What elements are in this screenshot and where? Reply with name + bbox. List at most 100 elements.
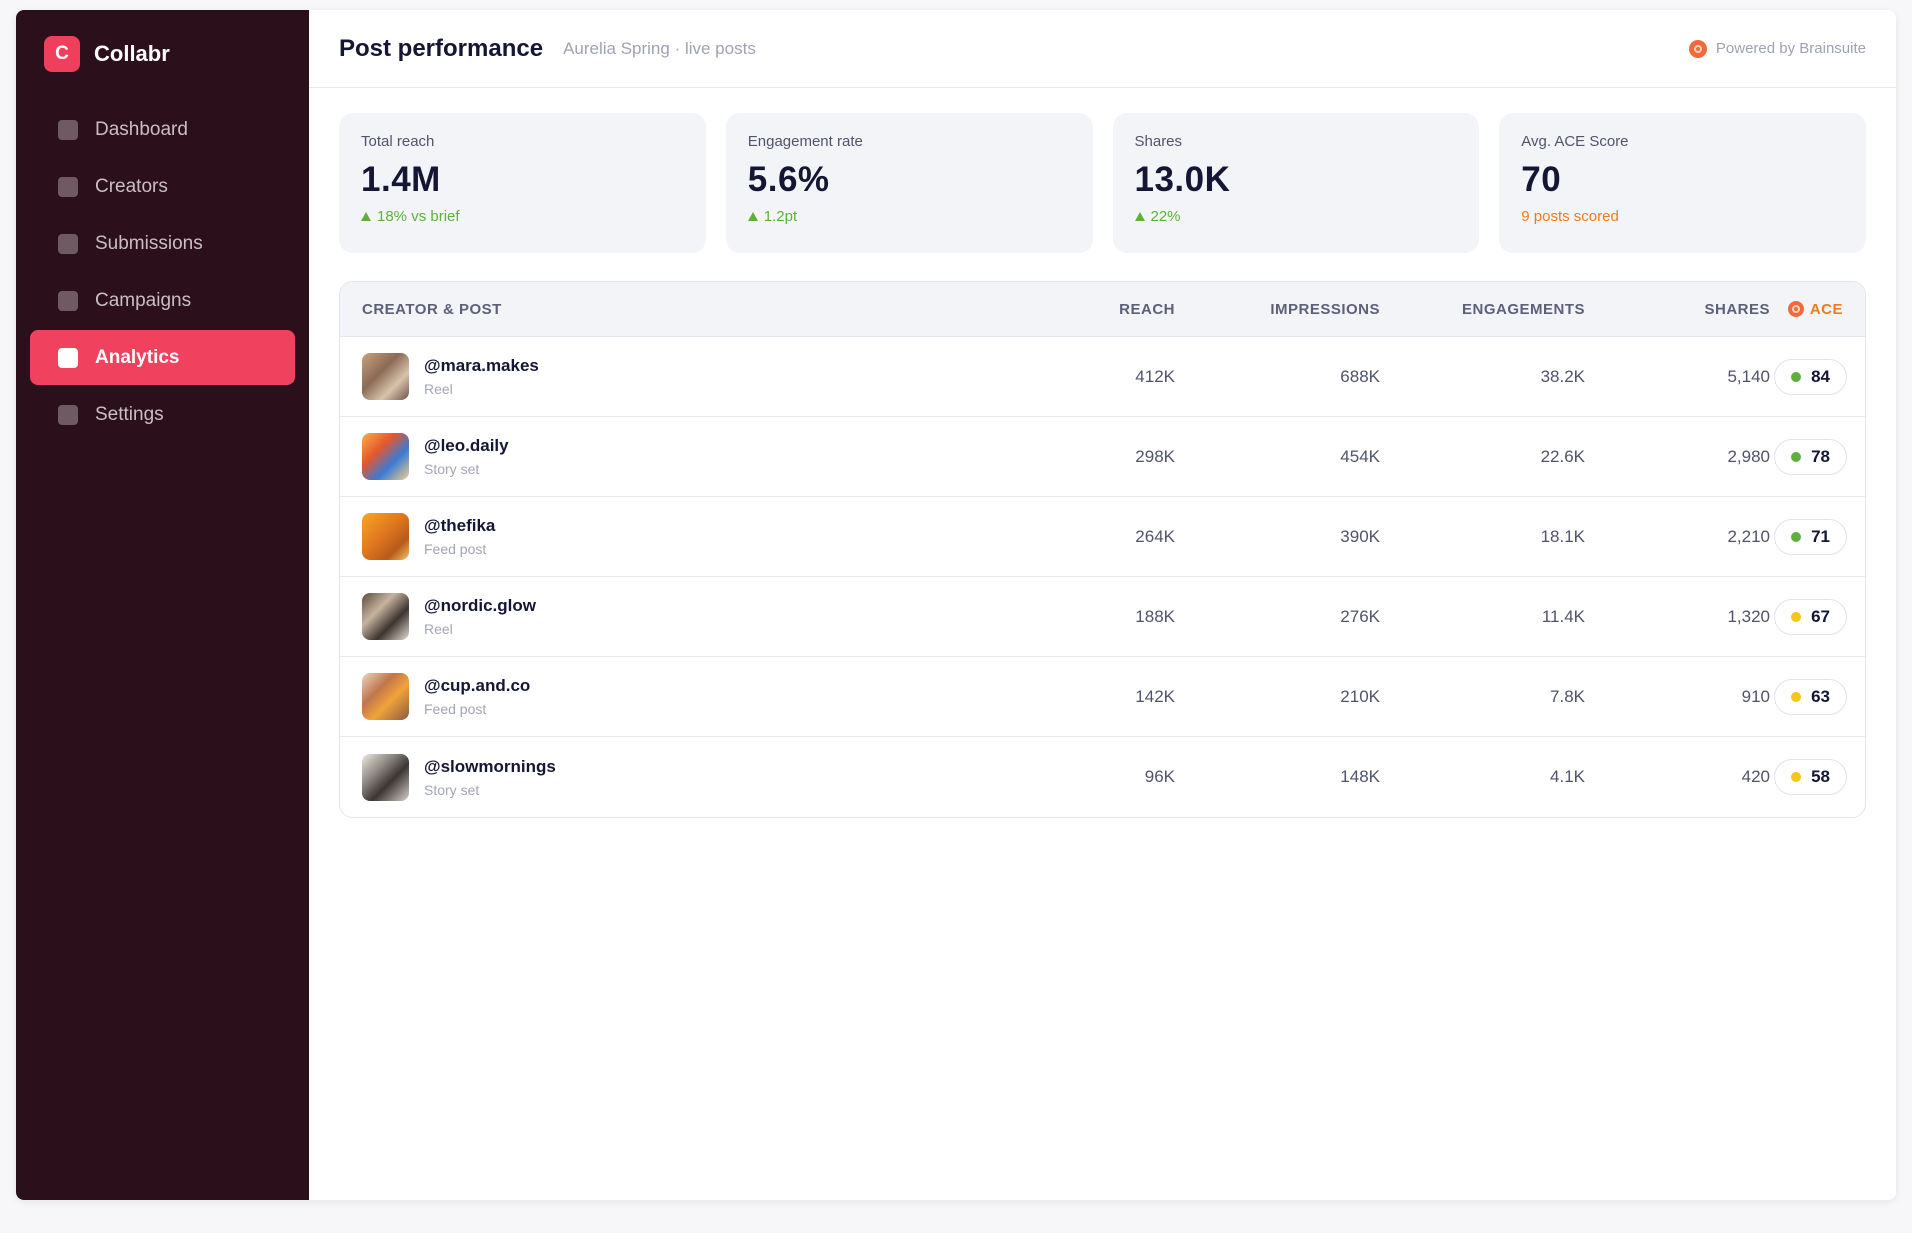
table-row[interactable]: @thefika Feed post 264K 390K 18.1K 2,210 71 <box>340 497 1865 577</box>
status-dot-icon <box>1791 691 1802 702</box>
creator-info: @slowmornings Story set <box>424 757 556 798</box>
shares-cell: 420 <box>1741 767 1770 786</box>
shares-cell: 2,980 <box>1727 446 1770 466</box>
sidebar-item-label: Creators <box>95 175 168 197</box>
sidebar-item-label: Campaigns <box>95 289 192 311</box>
table-row[interactable]: @cup.and.co Feed post 142K 210K 7.8K 910 63 <box>340 657 1865 737</box>
status-dot-icon <box>1791 531 1802 542</box>
reach-cell: 142K <box>1135 686 1175 706</box>
arrow-up-icon <box>361 212 371 221</box>
sidebar-item-settings[interactable]: Settings <box>30 387 295 442</box>
sidebar-item-label: Settings <box>95 403 164 425</box>
status-dot-icon <box>1791 371 1802 382</box>
app-window: C Collabr Dashboard Creators Submissions… <box>16 10 1896 1200</box>
creator-info: @nordic.glow Reel <box>424 596 536 637</box>
column-header-impressions[interactable]: Impressions <box>1270 300 1380 318</box>
post-type: Reel <box>424 621 453 637</box>
reach-cell: 188K <box>1135 606 1175 626</box>
post-thumbnail[interactable] <box>362 513 409 560</box>
engagements-cell: 4.1K <box>1550 767 1585 786</box>
shares-cell: 2,210 <box>1727 526 1770 546</box>
creator-handle[interactable]: @nordic.glow <box>424 596 536 615</box>
impressions-cell: 390K <box>1340 526 1380 546</box>
sidebar-item-submissions[interactable]: Submissions <box>30 216 295 271</box>
page-title: Post performance <box>339 34 544 62</box>
ace-score-badge[interactable]: 63 <box>1774 678 1847 715</box>
kpi-value: 5.6% <box>747 160 830 199</box>
post-thumbnail[interactable] <box>362 673 409 720</box>
creator-cell: @leo.daily Story set <box>340 433 970 480</box>
column-header-creator-post[interactable]: Creator & Post <box>362 300 502 318</box>
table-row[interactable]: @mara.makes Reel 412K 688K 38.2K 5,140 84 <box>340 337 1865 417</box>
status-dot-icon <box>1791 611 1802 622</box>
sidebar-item-label: Submissions <box>95 232 203 254</box>
kpi-card-total-reach: Total reach 1.4M 18% vs brief <box>339 113 706 253</box>
kpi-card-avg-ace-score: Avg. ACE Score 70 9 posts scored <box>1499 113 1866 253</box>
post-performance-table: Creator & Post Reach Impressions Engagement… <box>339 281 1866 818</box>
kpi-delta-text: 9 posts scored <box>1521 208 1619 225</box>
kpi-delta-text: 22% <box>1150 208 1181 225</box>
brand[interactable]: C Collabr <box>16 36 309 72</box>
creator-cell: @thefika Feed post <box>340 513 970 560</box>
ace-score-badge[interactable]: 67 <box>1774 598 1847 635</box>
powered-by: Powered by Brainsuite <box>1688 39 1866 58</box>
creator-cell: @mara.makes Reel <box>340 353 970 400</box>
post-thumbnail[interactable] <box>362 353 409 400</box>
ace-score-badge[interactable]: 78 <box>1774 438 1847 475</box>
ace-cell: 71 <box>1770 518 1865 555</box>
sidebar-nav: Dashboard Creators Submissions Campaigns… <box>16 102 309 442</box>
creator-handle[interactable]: @cup.and.co <box>424 676 531 695</box>
column-header-shares[interactable]: Shares <box>1704 300 1770 318</box>
creator-cell: @slowmornings Story set <box>340 753 970 801</box>
creator-info: @cup.and.co Feed post <box>424 676 530 717</box>
column-header-engagements[interactable]: Engagements <box>1461 300 1585 318</box>
sidebar-item-label: Dashboard <box>95 118 188 140</box>
reach-cell: 96K <box>1144 767 1175 786</box>
sidebar-item-dashboard[interactable]: Dashboard <box>30 102 295 157</box>
creator-handle[interactable]: @thefika <box>424 516 496 535</box>
sidebar-item-campaigns[interactable]: Campaigns <box>30 273 295 328</box>
main-content: Post performance Aurelia Spring · live p… <box>309 10 1896 1200</box>
sidebar-item-creators[interactable]: Creators <box>30 159 295 214</box>
table-body: @mara.makes Reel 412K 688K 38.2K 5,140 84 @leo.… <box>340 337 1865 817</box>
arrow-up-icon <box>1134 212 1145 221</box>
creators-icon <box>58 176 78 197</box>
kpi-value: 13.0K <box>1134 160 1231 199</box>
table-row[interactable]: @slowmornings Story set 96K 148K 4.1K 420 58 <box>340 737 1865 817</box>
kpi-value: 1.4M <box>361 160 441 199</box>
column-header-reach[interactable]: Reach <box>1119 300 1175 318</box>
table-header: Creator & Post Reach Impressions Engagement… <box>340 282 1865 337</box>
ace-score-badge[interactable]: 71 <box>1774 518 1847 555</box>
kpi-label: Engagement rate <box>747 133 863 150</box>
ace-score-value: 67 <box>1811 606 1830 626</box>
ace-score-badge[interactable]: 58 <box>1774 759 1847 795</box>
status-dot-icon <box>1791 772 1802 782</box>
brand-name: Collabr <box>94 41 170 66</box>
kpi-delta: 22% <box>1134 208 1458 225</box>
post-thumbnail[interactable] <box>362 753 409 801</box>
table-row[interactable]: @nordic.glow Reel 188K 276K 11.4K 1,320 67 <box>340 577 1865 657</box>
reach-cell: 298K <box>1135 446 1175 466</box>
post-thumbnail[interactable] <box>362 433 409 480</box>
post-type: Reel <box>424 381 453 397</box>
table-row[interactable]: @leo.daily Story set 298K 454K 22.6K 2,980 78 <box>340 417 1865 497</box>
status-dot-icon <box>1791 451 1802 462</box>
post-type: Feed post <box>424 541 487 557</box>
campaigns-icon <box>58 290 78 311</box>
impressions-cell: 454K <box>1340 446 1380 466</box>
sidebar-item-analytics[interactable]: Analytics <box>30 330 295 385</box>
analytics-icon <box>58 347 78 368</box>
column-header-ace[interactable]: ACE <box>1770 301 1865 318</box>
kpi-delta-text: 18% vs brief <box>377 208 460 225</box>
post-thumbnail[interactable] <box>362 593 409 640</box>
ace-score-value: 63 <box>1811 686 1830 706</box>
kpi-cards: Total reach 1.4M 18% vs brief Engagement… <box>309 88 1896 253</box>
ace-score-badge[interactable]: 84 <box>1774 358 1847 395</box>
creator-handle[interactable]: @leo.daily <box>424 436 509 455</box>
kpi-delta-text: 1.2pt <box>763 208 798 225</box>
creator-handle[interactable]: @mara.makes <box>424 356 539 375</box>
creator-handle[interactable]: @slowmornings <box>424 756 556 776</box>
kpi-delta: 1.2pt <box>747 208 1071 225</box>
brand-logo: C <box>44 36 80 72</box>
engagements-cell: 11.4K <box>1541 606 1585 626</box>
